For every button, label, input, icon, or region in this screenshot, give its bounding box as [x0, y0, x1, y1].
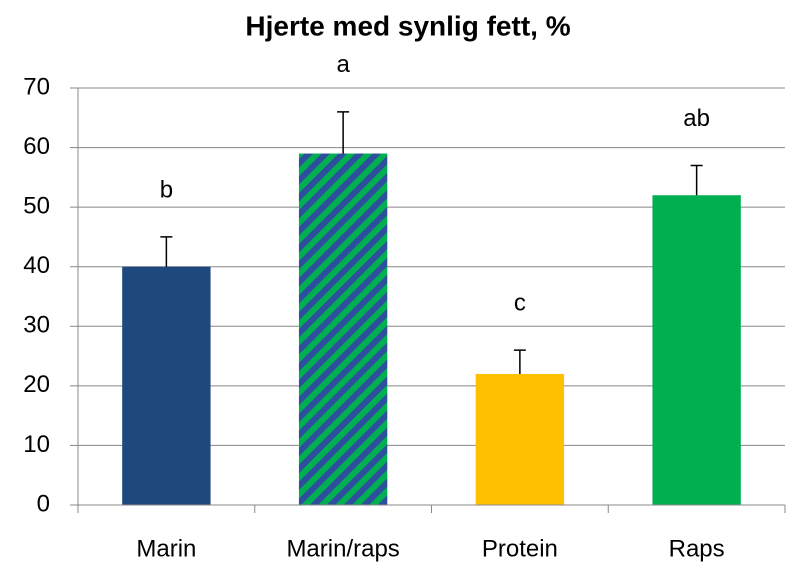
bar [298, 153, 388, 505]
error-bar [337, 111, 350, 154]
y-tick-label: 20 [23, 371, 50, 398]
x-tick-label: Raps [669, 535, 725, 562]
x-tick-label: Marin [136, 535, 196, 562]
bar [652, 195, 741, 505]
y-tick-label: 70 [23, 73, 50, 100]
y-tick-label: 30 [23, 312, 50, 339]
error-bar [160, 236, 173, 267]
annotation: a [336, 51, 350, 78]
chart-title: Hjerte med synlig fett, % [245, 10, 570, 41]
y-tick-label: 10 [23, 431, 50, 458]
x-tick-label: Marin/raps [286, 535, 399, 562]
y-tick-label: 60 [23, 133, 50, 160]
error-bar [513, 349, 526, 374]
y-tick-label: 0 [37, 490, 50, 517]
y-tick-label: 50 [23, 192, 50, 219]
annotation: b [160, 176, 173, 203]
error-bar [690, 164, 703, 196]
annotation: c [514, 289, 526, 316]
bar [475, 373, 565, 505]
annotation: ab [683, 105, 710, 132]
y-tick-label: 40 [23, 252, 50, 279]
bar [122, 266, 211, 505]
x-tick-label: Protein [482, 535, 558, 562]
